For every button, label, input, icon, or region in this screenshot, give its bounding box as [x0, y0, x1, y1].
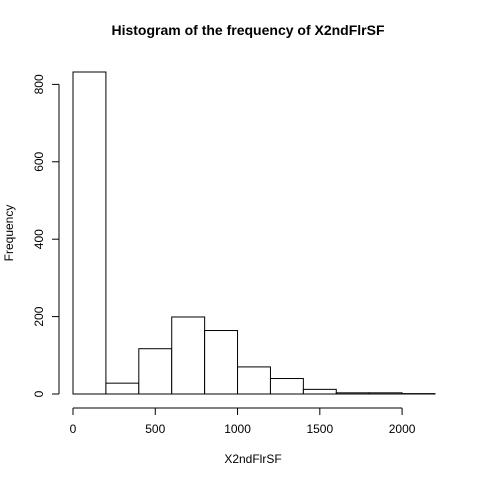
- histogram-bar-1: [105, 382, 140, 395]
- x-tick-label: 1500: [306, 422, 333, 436]
- x-tick-label: 500: [145, 422, 165, 436]
- y-tick-label: 200: [32, 306, 46, 326]
- histogram-bar-0: [72, 71, 107, 395]
- y-axis-label: Frequency: [2, 205, 16, 262]
- x-axis: 0 500 1000 1500 2000: [70, 407, 416, 436]
- x-axis-label: X2ndFlrSF: [224, 452, 281, 466]
- x-tick-label: 2000: [389, 422, 416, 436]
- y-tick-label: 600: [32, 151, 46, 171]
- x-tick-label: 1000: [224, 422, 251, 436]
- y-axis: 0 200 400 600 800: [32, 74, 60, 397]
- histogram-bar-8: [335, 392, 370, 395]
- histogram-bar-2: [138, 348, 173, 395]
- histogram-bar-5: [237, 366, 271, 395]
- x-tick-label: 0: [70, 422, 77, 436]
- histogram-bar-7: [302, 388, 337, 395]
- histogram-bar-6: [269, 378, 304, 395]
- chart-title: Histogram of the frequency of X2ndFlrSF: [111, 22, 384, 38]
- histogram-bar-9: [368, 392, 403, 395]
- histogram-bar-3: [171, 316, 206, 395]
- histogram-bar-4: [204, 330, 239, 395]
- y-tick-label: 800: [32, 74, 46, 94]
- y-tick-label: 400: [32, 229, 46, 249]
- y-tick-label: 0: [32, 390, 46, 397]
- bars-group: [72, 71, 436, 395]
